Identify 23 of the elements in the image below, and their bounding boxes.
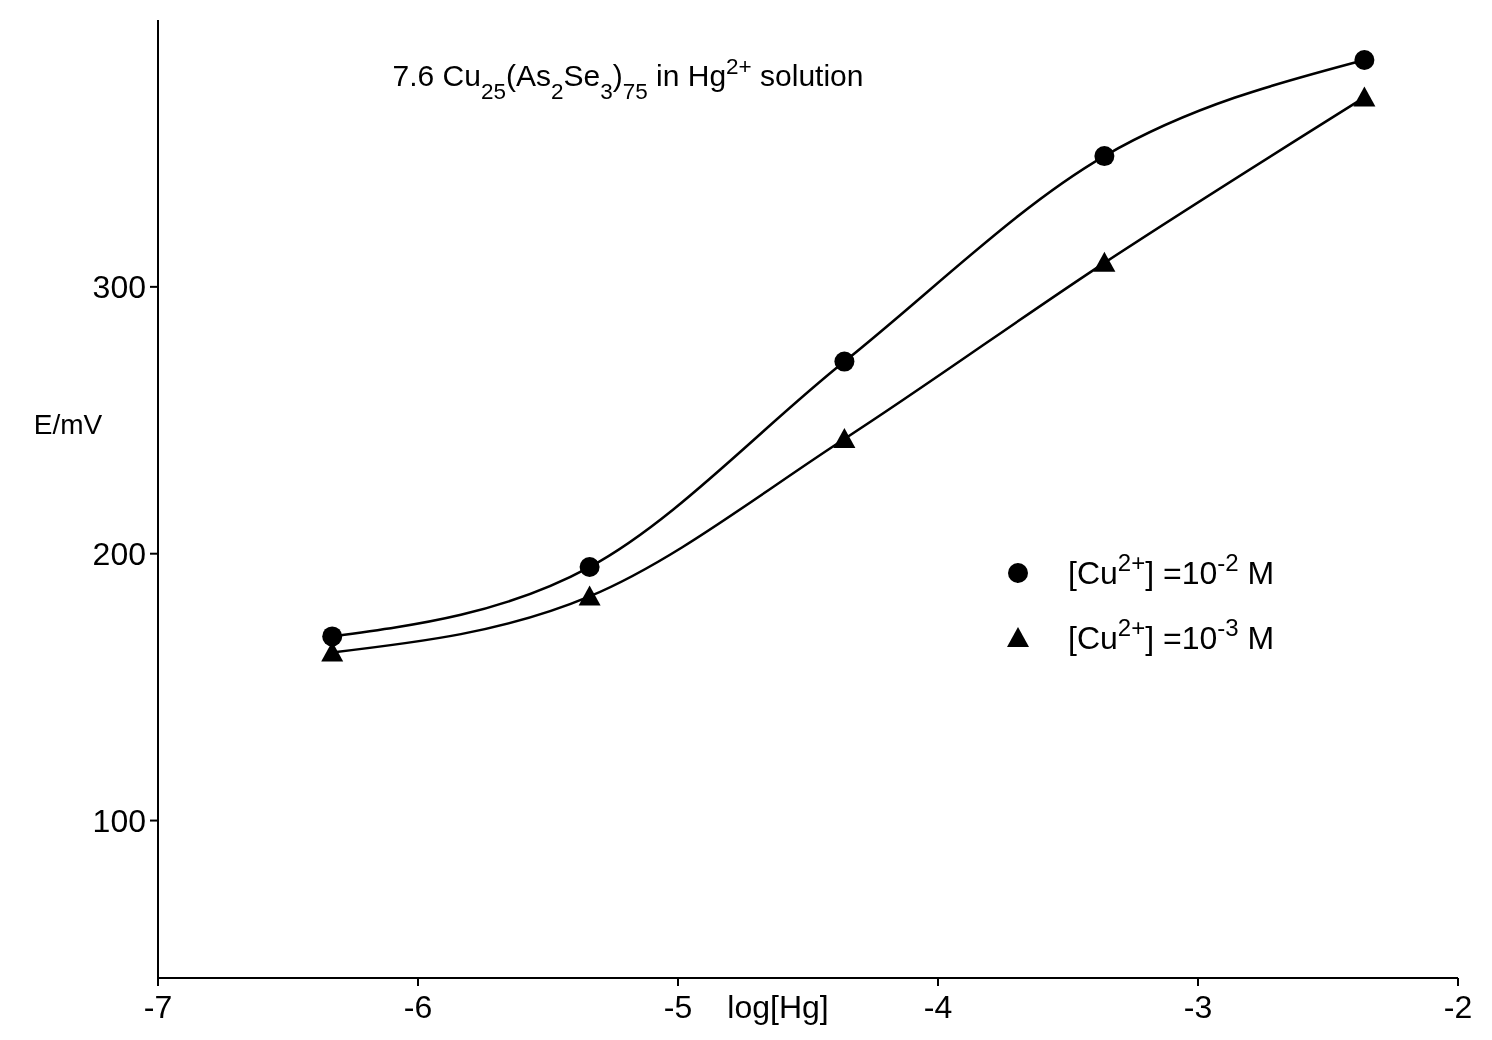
legend-label: [Cu$^{2+}$] =10$^{-3}$ M xyxy=(1068,613,1275,656)
x-tick-label: -7 xyxy=(143,989,173,1025)
x-tick-label: -3 xyxy=(1183,989,1213,1025)
point xyxy=(833,427,856,448)
point xyxy=(579,557,600,578)
x-tick-label: -5 xyxy=(663,989,693,1025)
y-tick-label: 300 xyxy=(92,269,146,306)
y-tick-label: 200 xyxy=(92,535,146,572)
point xyxy=(1094,146,1115,167)
point xyxy=(1093,251,1116,272)
y-tick-label: 100 xyxy=(92,802,146,839)
x-axis-title: log[Hg] xyxy=(727,989,829,1025)
y-axis-title: E/mV xyxy=(33,408,103,440)
x-tick-label: -4 xyxy=(923,989,953,1025)
point xyxy=(834,351,855,372)
point xyxy=(578,585,601,606)
chart-title: 7.6 Cu$_{25}$(As$_{2}$Se$_{3}$)$_{75}$ in Hg$^{2+}$ solution xyxy=(392,53,864,104)
point xyxy=(1353,86,1376,107)
x-tick-label: -6 xyxy=(403,989,433,1025)
legend-label: [Cu$^{2+}$] =10$^{-2}$ M xyxy=(1068,548,1275,591)
x-tick-label: -2 xyxy=(1443,989,1473,1025)
point xyxy=(1354,50,1375,71)
point xyxy=(322,626,343,647)
